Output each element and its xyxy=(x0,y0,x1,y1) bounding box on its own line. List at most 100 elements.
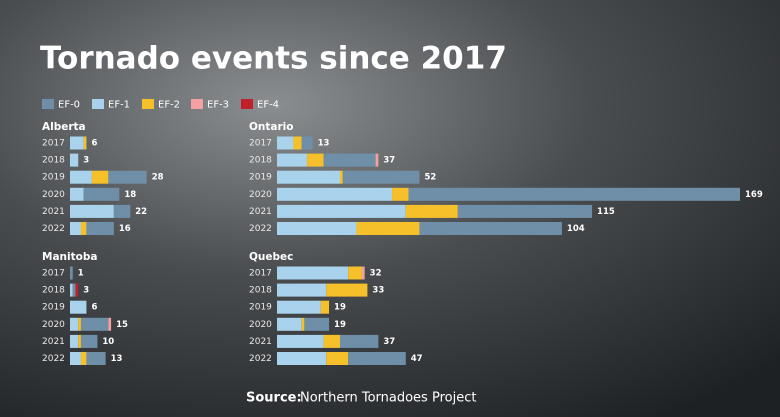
legend-swatch xyxy=(191,99,203,109)
total-label: 13 xyxy=(111,354,123,364)
panel-title: Manitoba xyxy=(42,251,97,263)
bar-segment xyxy=(392,187,409,201)
total-label: 10 xyxy=(102,337,114,347)
total-label: 3 xyxy=(83,156,89,166)
legend-swatch xyxy=(92,99,104,109)
legend-swatch xyxy=(241,99,253,109)
total-label: 18 xyxy=(124,190,136,200)
year-label: 2022 xyxy=(249,224,272,234)
legend-swatch xyxy=(42,99,54,109)
bar-segment xyxy=(340,170,343,184)
bar-segment xyxy=(340,334,379,348)
bar-segment xyxy=(91,170,109,184)
total-label: 3 xyxy=(83,286,89,296)
bar-segment xyxy=(277,300,321,314)
bar-segment xyxy=(405,204,458,218)
legend-label: EF-3 xyxy=(207,100,229,111)
total-label: 33 xyxy=(372,286,384,296)
bar-segment xyxy=(277,153,308,167)
total-label: 6 xyxy=(91,303,97,313)
bar-segment xyxy=(108,317,112,331)
bar-segment xyxy=(108,170,147,184)
bar-segment xyxy=(78,317,81,331)
bar-segment xyxy=(70,187,84,201)
year-label: 2022 xyxy=(42,354,65,364)
bar-segment xyxy=(326,283,368,297)
bar-segment xyxy=(277,283,327,297)
bar-segment xyxy=(70,204,114,218)
bar-segment xyxy=(70,317,79,331)
bar-segment xyxy=(80,334,98,348)
total-label: 169 xyxy=(745,190,763,200)
year-label: 2018 xyxy=(249,156,272,166)
year-label: 2020 xyxy=(249,320,272,330)
year-label: 2017 xyxy=(42,269,65,279)
total-label: 32 xyxy=(370,269,382,279)
bar-segment xyxy=(342,170,420,184)
total-label: 16 xyxy=(119,224,131,234)
bar-segment xyxy=(419,222,562,235)
bar-segment xyxy=(70,170,92,184)
total-label: 6 xyxy=(91,139,97,149)
year-label: 2018 xyxy=(42,156,65,166)
total-label: 37 xyxy=(383,156,395,166)
year-label: 2021 xyxy=(249,207,272,217)
bar-segment xyxy=(83,136,87,150)
year-label: 2018 xyxy=(249,286,272,296)
total-label: 104 xyxy=(567,224,585,234)
bar-segment xyxy=(361,266,365,280)
bar-segment xyxy=(72,283,76,297)
year-label: 2018 xyxy=(42,286,65,296)
bar-segment xyxy=(356,222,420,235)
year-label: 2017 xyxy=(249,269,272,279)
legend-label: EF-1 xyxy=(108,100,130,111)
year-label: 2017 xyxy=(42,139,65,149)
year-label: 2021 xyxy=(42,337,65,347)
legend-label: EF-4 xyxy=(257,100,279,111)
bar-segment xyxy=(80,317,109,331)
chart-title: Tornado events since 2017 xyxy=(40,41,507,77)
panel-title: Alberta xyxy=(42,121,86,133)
total-label: 13 xyxy=(318,139,330,149)
total-label: 22 xyxy=(135,207,147,217)
bar-segment xyxy=(80,222,87,235)
bar-segment xyxy=(70,266,73,280)
year-label: 2019 xyxy=(42,173,65,183)
bar-segment xyxy=(277,317,302,331)
bar-segment xyxy=(277,334,324,348)
bar-segment xyxy=(80,352,87,365)
bar-segment xyxy=(277,204,406,218)
total-label: 19 xyxy=(334,320,346,330)
year-label: 2017 xyxy=(249,139,272,149)
bar-segment xyxy=(277,266,349,280)
legend-label: EF-2 xyxy=(158,100,180,111)
total-label: 115 xyxy=(597,207,615,217)
bar-segment xyxy=(277,187,393,201)
bar-segment xyxy=(408,187,740,201)
bar-segment xyxy=(304,317,330,331)
bar-segment xyxy=(70,352,81,365)
bar-segment xyxy=(70,136,84,150)
total-label: 52 xyxy=(424,173,436,183)
bar-segment xyxy=(70,334,79,348)
year-label: 2022 xyxy=(42,224,65,234)
source: Northern Tornadoes Project xyxy=(300,391,476,406)
bar-segment xyxy=(78,334,81,348)
bar-segment xyxy=(375,153,379,167)
year-label: 2020 xyxy=(42,320,65,330)
bar-segment xyxy=(277,136,294,150)
bar-segment xyxy=(277,222,357,235)
bar-segment xyxy=(307,153,324,167)
bar-segment xyxy=(348,266,362,280)
bar-segment xyxy=(70,153,79,167)
year-label: 2021 xyxy=(42,207,65,217)
bar-segment xyxy=(70,283,73,297)
bar-segment xyxy=(320,300,330,314)
total-label: 1 xyxy=(78,269,84,279)
total-label: 47 xyxy=(411,354,423,364)
year-label: 2020 xyxy=(249,190,272,200)
bar-segment xyxy=(86,352,106,365)
total-label: 15 xyxy=(116,320,128,330)
bar-segment xyxy=(348,352,406,365)
